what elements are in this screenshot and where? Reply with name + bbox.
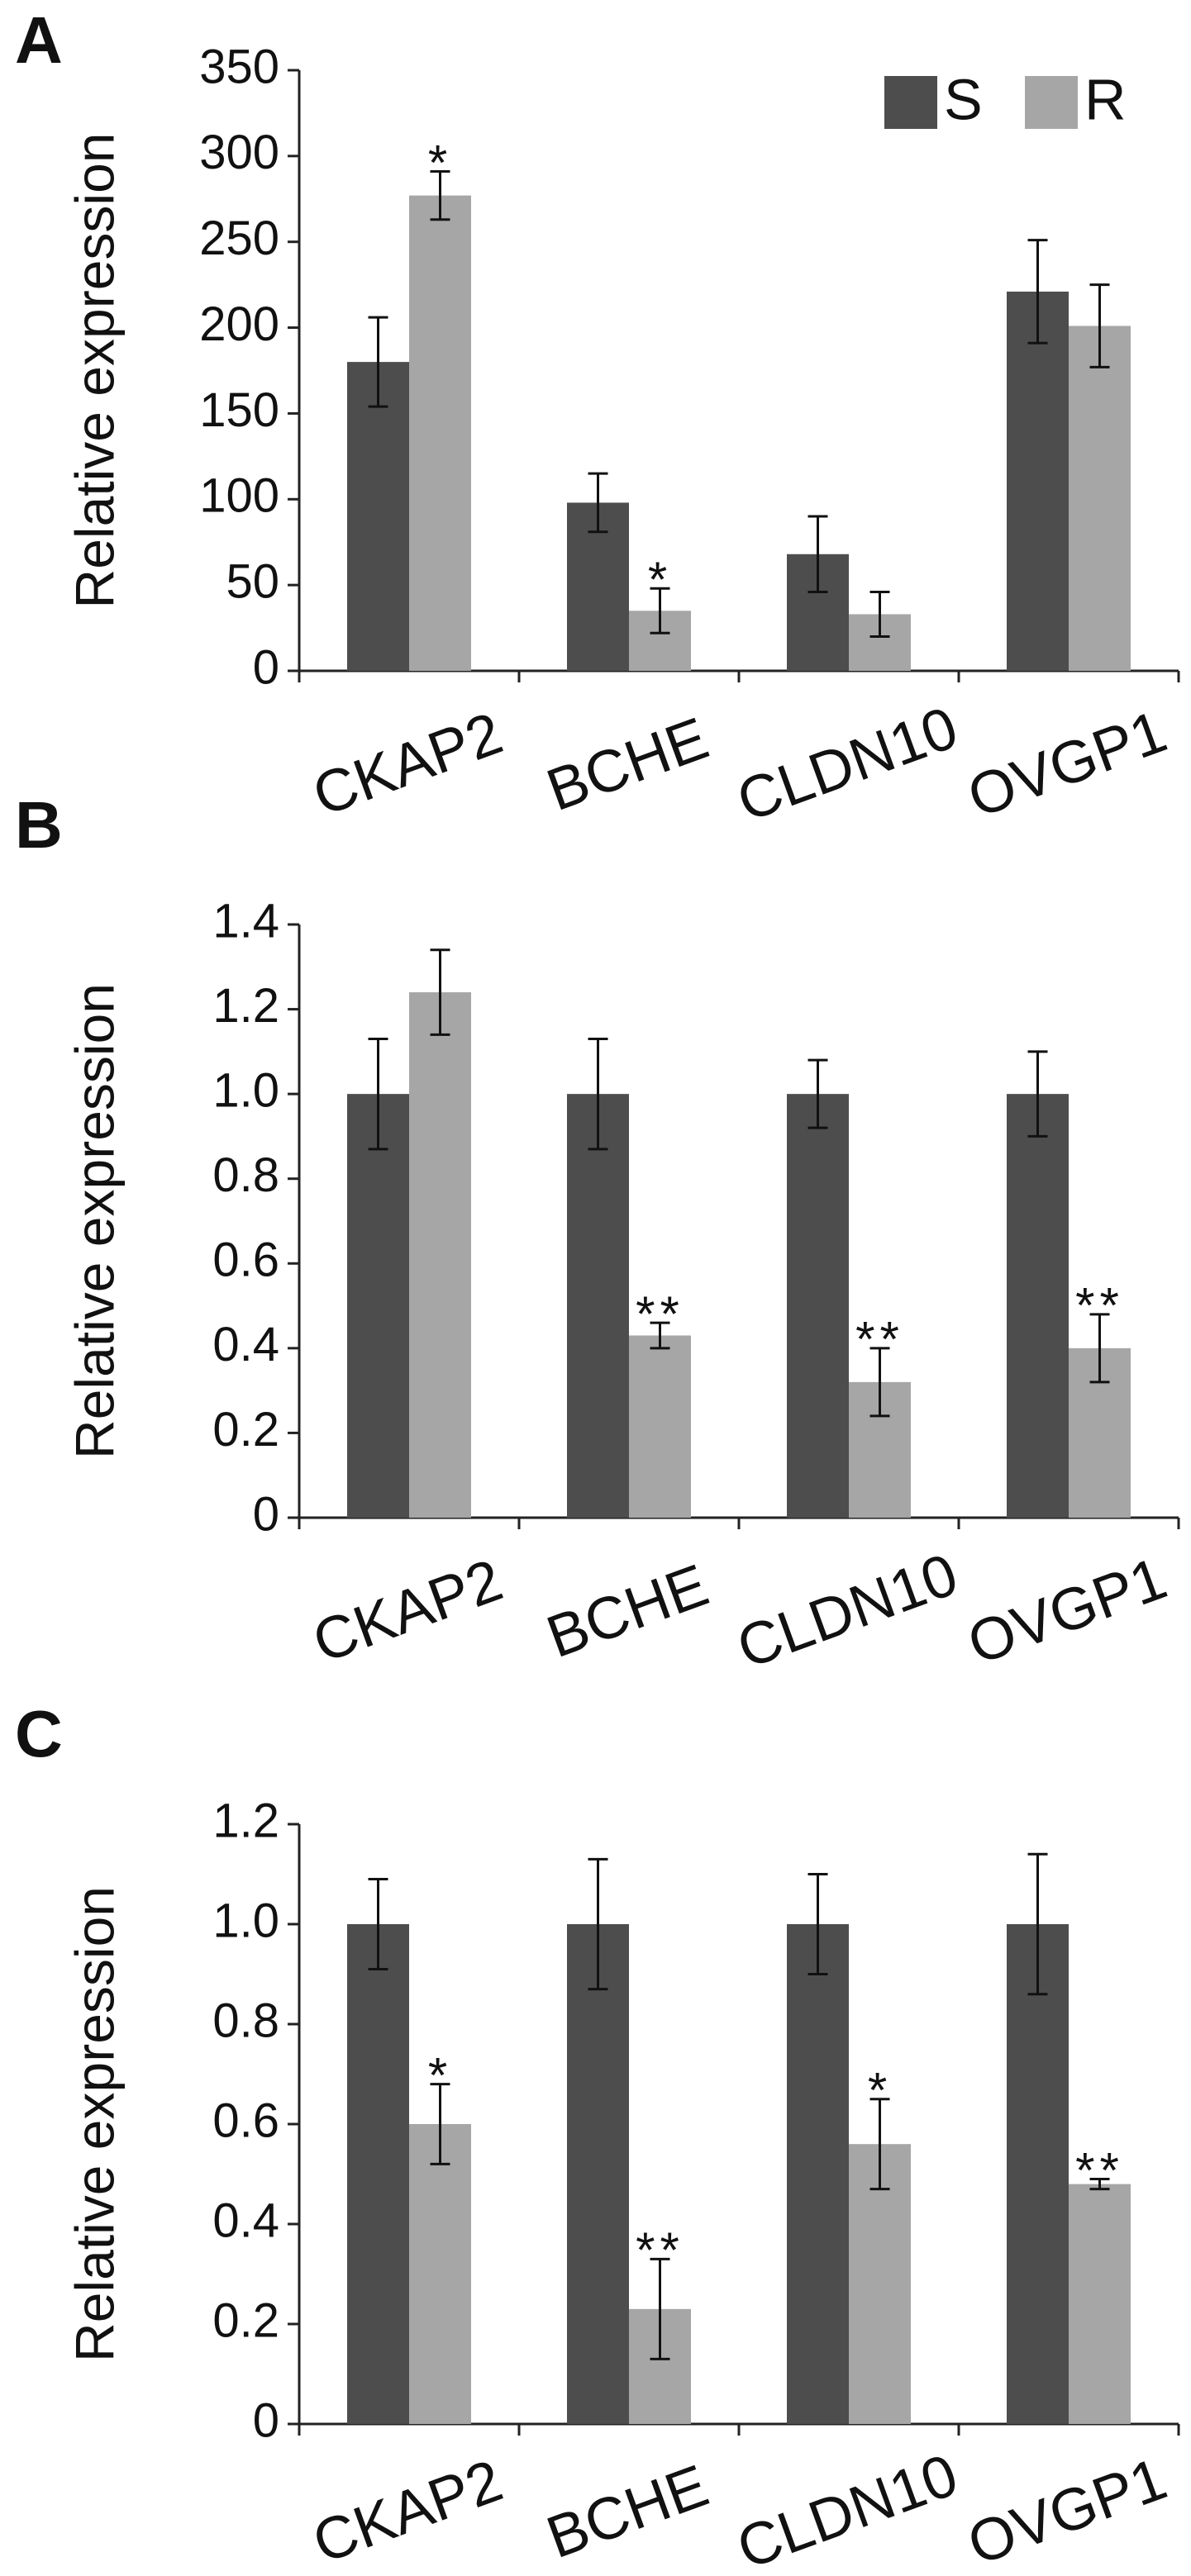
- y-tick-label: 300: [199, 126, 279, 179]
- x-tick-label: CKAP2: [305, 2447, 511, 2576]
- y-tick-label: 150: [199, 383, 279, 437]
- y-tick-label: 0: [253, 640, 279, 694]
- bar: [787, 1924, 849, 2424]
- legend-label: S: [944, 67, 983, 131]
- y-tick-label: 0.2: [212, 1403, 279, 1457]
- panel-label: B: [15, 788, 63, 862]
- significance: *: [868, 2063, 892, 2118]
- bar: [567, 1924, 629, 2424]
- y-tick-label: 250: [199, 211, 279, 265]
- y-tick-label: 1.0: [212, 1894, 279, 1947]
- y-tick-label: 0.8: [212, 1148, 279, 1202]
- significance: **: [636, 1286, 684, 1342]
- y-axis-label: Relative expression: [64, 1886, 125, 2362]
- panel-label: A: [15, 3, 63, 77]
- bar: [787, 1094, 849, 1518]
- y-tick-label: 0.8: [212, 1994, 279, 2047]
- x-tick-label: CLDN10: [729, 1542, 966, 1682]
- x-tick-label: CKAP2: [305, 1547, 511, 1675]
- bar: [567, 1094, 629, 1518]
- x-tick-label: CLDN10: [729, 2442, 966, 2576]
- legend-label: R: [1084, 67, 1127, 131]
- y-tick-label: 350: [199, 40, 279, 93]
- significance: *: [428, 135, 452, 190]
- x-tick-label: CKAP2: [305, 700, 511, 829]
- significance: *: [428, 2047, 452, 2103]
- y-tick-label: 50: [226, 554, 279, 608]
- y-axis-label: Relative expression: [64, 983, 125, 1459]
- bar: [1007, 291, 1069, 671]
- y-tick-label: 1.0: [212, 1063, 279, 1117]
- y-tick-label: 0.6: [212, 2094, 279, 2147]
- x-tick-label: BCHE: [539, 1552, 717, 1671]
- y-tick-label: 0.4: [212, 2193, 279, 2247]
- bar: [1007, 1094, 1069, 1518]
- bar: [1069, 2184, 1131, 2424]
- significance: **: [1075, 1278, 1124, 1333]
- y-tick-label: 0.6: [212, 1233, 279, 1287]
- x-tick-label: BCHE: [539, 2453, 717, 2572]
- y-tick-label: 0.4: [212, 1318, 279, 1371]
- y-tick-label: 1.2: [212, 979, 279, 1033]
- y-tick-label: 0: [253, 1487, 279, 1541]
- significance: **: [855, 1312, 904, 1367]
- significance: *: [648, 552, 672, 607]
- bar: [1069, 326, 1131, 671]
- y-tick-label: 100: [199, 469, 279, 523]
- legend-swatch: [884, 76, 937, 129]
- y-tick-label: 1.2: [212, 1794, 279, 1847]
- y-axis-label: Relative expression: [64, 133, 125, 609]
- bar: [409, 992, 471, 1518]
- y-tick-label: 0: [253, 2393, 279, 2447]
- x-tick-label: OVGP1: [960, 2445, 1175, 2576]
- significance: **: [636, 2222, 684, 2278]
- bar: [347, 1924, 409, 2424]
- bar: [1007, 1924, 1069, 2424]
- y-tick-label: 200: [199, 297, 279, 351]
- y-tick-label: 1.4: [212, 894, 279, 948]
- x-tick-label: CLDN10: [729, 695, 966, 835]
- bar: [409, 195, 471, 672]
- bar: [347, 362, 409, 671]
- x-tick-label: OVGP1: [960, 698, 1175, 830]
- legend-swatch: [1025, 76, 1078, 129]
- bar: [849, 2144, 911, 2424]
- bar: [347, 1094, 409, 1518]
- x-tick-label: OVGP1: [960, 1545, 1175, 1677]
- bar: [409, 2124, 471, 2424]
- bar: [629, 1335, 691, 1518]
- x-tick-label: BCHE: [539, 706, 717, 825]
- significance: **: [1075, 2142, 1124, 2198]
- panel-label: C: [15, 1697, 63, 1770]
- y-tick-label: 0.2: [212, 2293, 279, 2347]
